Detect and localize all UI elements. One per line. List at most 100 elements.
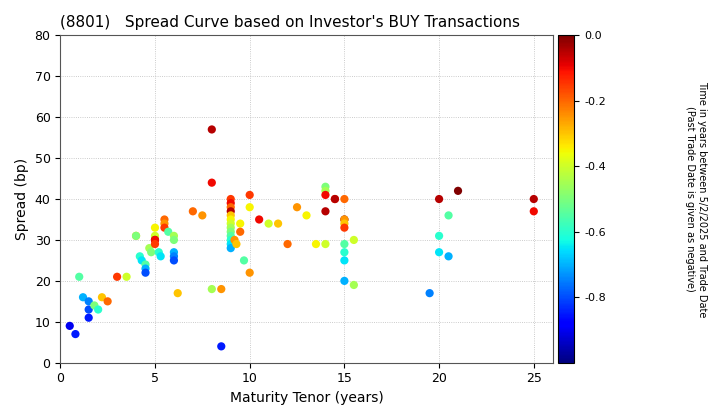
Point xyxy=(134,253,145,260)
Text: (8801)   Spread Curve based on Investor's BUY Transactions: (8801) Spread Curve based on Investor's … xyxy=(60,15,521,30)
Point xyxy=(443,212,454,219)
Point xyxy=(253,216,265,223)
Point xyxy=(168,249,180,256)
Point xyxy=(282,241,293,247)
Point xyxy=(145,249,157,256)
Point xyxy=(320,208,331,215)
Point xyxy=(158,224,170,231)
Point xyxy=(83,306,94,313)
Point xyxy=(143,245,155,252)
Point xyxy=(130,233,142,239)
Point xyxy=(225,224,236,231)
Point xyxy=(64,323,76,329)
Point xyxy=(338,224,350,231)
Point xyxy=(292,204,303,210)
Point xyxy=(310,241,322,247)
Point xyxy=(206,126,217,133)
Point xyxy=(230,241,242,247)
Point xyxy=(225,228,236,235)
Point xyxy=(168,253,180,260)
Point xyxy=(215,343,227,350)
Y-axis label: Spread (bp): Spread (bp) xyxy=(15,158,29,240)
Point xyxy=(121,273,132,280)
Point xyxy=(225,196,236,202)
Point xyxy=(140,261,151,268)
Point xyxy=(338,241,350,247)
Y-axis label: Time in years between 5/2/2025 and Trade Date
(Past Trade Date is given as negat: Time in years between 5/2/2025 and Trade… xyxy=(685,81,707,317)
Point xyxy=(338,249,350,256)
Point xyxy=(338,216,350,223)
Point xyxy=(158,216,170,223)
Point xyxy=(92,306,104,313)
Point xyxy=(197,212,208,219)
Point xyxy=(155,253,166,260)
Point xyxy=(329,196,341,202)
Point xyxy=(149,233,161,239)
Point xyxy=(338,196,350,202)
Point xyxy=(235,220,246,227)
Point xyxy=(168,233,180,239)
Point xyxy=(433,196,445,202)
Point xyxy=(263,220,274,227)
Point xyxy=(320,241,331,247)
Point xyxy=(338,216,350,223)
Point xyxy=(433,233,445,239)
Point xyxy=(136,257,148,264)
Point xyxy=(70,331,81,337)
Point xyxy=(528,196,539,202)
Point xyxy=(320,187,331,194)
Point xyxy=(301,212,312,219)
Point xyxy=(73,273,85,280)
Point xyxy=(83,314,94,321)
Point xyxy=(168,257,180,264)
Point xyxy=(149,224,161,231)
Point xyxy=(153,249,165,256)
Point xyxy=(329,196,341,202)
Point xyxy=(112,273,123,280)
Point xyxy=(225,200,236,207)
Point xyxy=(348,236,359,243)
Point xyxy=(77,294,89,301)
Point xyxy=(238,257,250,264)
Point xyxy=(338,257,350,264)
Point xyxy=(225,216,236,223)
Point xyxy=(320,192,331,198)
Point xyxy=(149,236,161,243)
Point xyxy=(225,233,236,239)
Point xyxy=(348,281,359,288)
Point xyxy=(83,298,94,304)
Point xyxy=(244,204,256,210)
X-axis label: Maturity Tenor (years): Maturity Tenor (years) xyxy=(230,391,383,405)
Point xyxy=(272,220,284,227)
Point xyxy=(96,294,108,301)
Point xyxy=(424,290,436,297)
Point xyxy=(225,208,236,215)
Point xyxy=(225,220,236,227)
Point xyxy=(235,228,246,235)
Point xyxy=(338,278,350,284)
Point xyxy=(89,302,100,309)
Point xyxy=(130,233,142,239)
Point xyxy=(338,220,350,227)
Point xyxy=(244,269,256,276)
Point xyxy=(102,298,113,304)
Point xyxy=(140,269,151,276)
Point xyxy=(172,290,184,297)
Point xyxy=(225,236,236,243)
Point xyxy=(229,236,240,243)
Point xyxy=(206,286,217,292)
Point xyxy=(149,236,161,243)
Point xyxy=(452,187,464,194)
Point xyxy=(244,192,256,198)
Point xyxy=(140,265,151,272)
Point xyxy=(158,220,170,227)
Point xyxy=(225,204,236,210)
Point xyxy=(433,249,445,256)
Point xyxy=(187,208,199,215)
Point xyxy=(225,212,236,219)
Point xyxy=(215,286,227,292)
Point xyxy=(225,245,236,252)
Point xyxy=(320,184,331,190)
Point xyxy=(168,236,180,243)
Point xyxy=(225,241,236,247)
